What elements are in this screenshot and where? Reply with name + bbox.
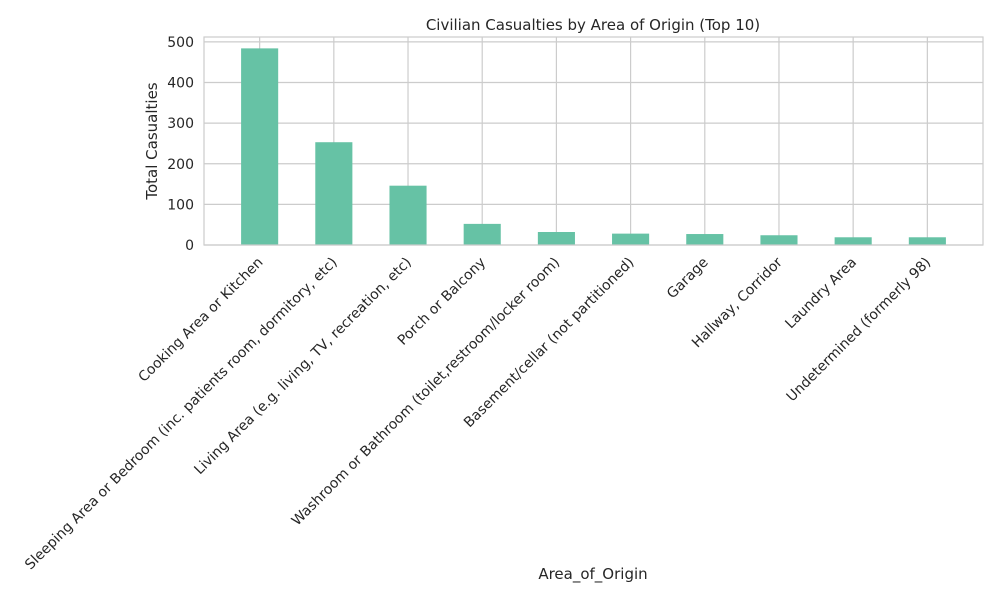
- bar: [908, 237, 946, 245]
- y-axis-label: Total Casualties: [143, 82, 161, 200]
- plot-frame: [203, 36, 984, 246]
- y-tick-label: 300: [167, 116, 194, 132]
- y-tick-labels: 0 100 200 300 400 500: [167, 35, 194, 254]
- bar: [537, 232, 575, 245]
- x-axis-label: Area_of_Origin: [538, 565, 647, 584]
- x-tick-label: Basement/cellar (not partitioned): [461, 255, 637, 431]
- bar: [315, 142, 353, 245]
- x-tick-label: Laundry Area: [782, 255, 860, 333]
- y-tick-label: 400: [167, 76, 194, 92]
- y-tick-label: 500: [167, 35, 194, 51]
- x-tick-label: Undetermined (formerly 98): [784, 255, 935, 406]
- bar: [612, 233, 650, 245]
- x-tick-label: Garage: [664, 255, 712, 303]
- y-tick-label: 200: [167, 157, 194, 173]
- bar: [389, 185, 427, 245]
- bar: [686, 234, 724, 245]
- bars: [241, 48, 946, 245]
- x-tick-label: Cooking Area or Kitchen: [136, 255, 267, 386]
- bar: [834, 237, 872, 245]
- y-tick-label: 0: [185, 238, 194, 254]
- x-tick-label: Sleeping Area or Bedroom (inc. patients …: [22, 255, 341, 574]
- y-tick-label: 100: [167, 197, 194, 213]
- bar: [760, 235, 798, 245]
- bar: [241, 48, 279, 245]
- bar: [463, 223, 501, 245]
- chart-title: Civilian Casualties by Area of Origin (T…: [426, 16, 760, 34]
- x-tick-label: Washroom or Bathroom (toilet,restroom/lo…: [289, 255, 564, 530]
